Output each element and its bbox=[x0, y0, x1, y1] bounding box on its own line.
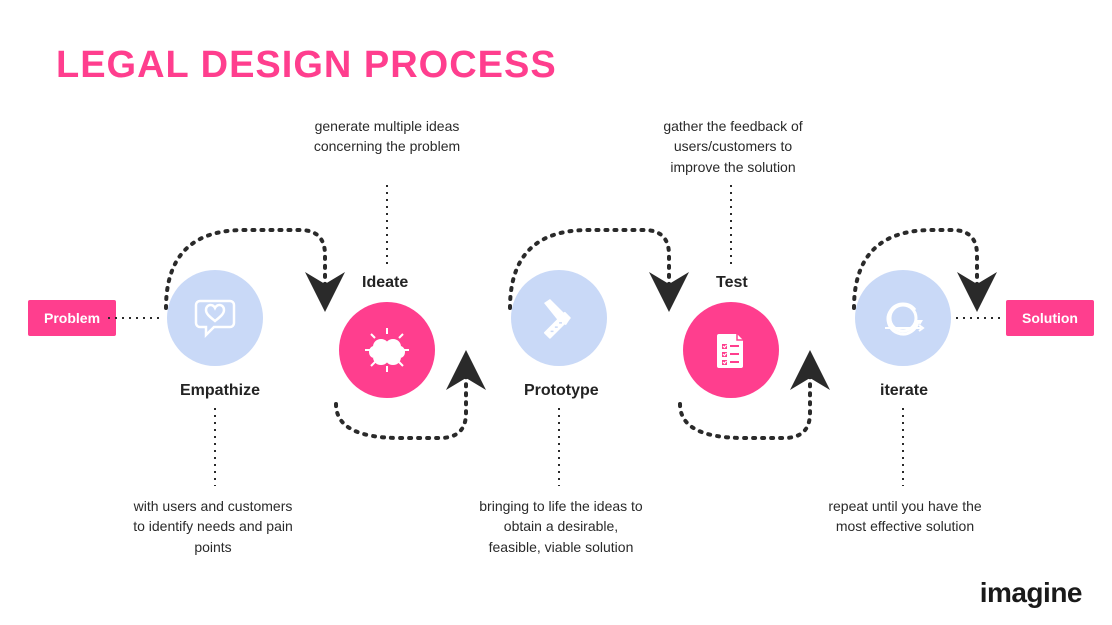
prototype-label: Prototype bbox=[524, 382, 599, 400]
test-desc: gather the feedback of users/customers t… bbox=[648, 116, 818, 177]
empathize-label: Empathize bbox=[180, 382, 260, 400]
ideate-desc: generate multiple ideas concerning the p… bbox=[302, 116, 472, 157]
ideate-label: Ideate bbox=[362, 274, 408, 292]
test-label: Test bbox=[716, 274, 748, 292]
test-circle bbox=[683, 302, 779, 398]
cycle-icon bbox=[875, 290, 931, 346]
empathize-circle bbox=[167, 270, 263, 366]
iterate-circle bbox=[855, 270, 951, 366]
pencil-ruler-icon bbox=[532, 291, 586, 345]
checklist-icon bbox=[707, 326, 755, 374]
iterate-desc: repeat until you have the most effective… bbox=[820, 496, 990, 537]
prototype-desc: bringing to life the ideas to obtain a d… bbox=[476, 496, 646, 557]
prototype-circle bbox=[511, 270, 607, 366]
speech-heart-icon bbox=[190, 293, 240, 343]
brand-logo: imagine bbox=[980, 577, 1082, 609]
empathize-desc: with users and customers to identify nee… bbox=[128, 496, 298, 557]
iterate-label: iterate bbox=[880, 382, 928, 400]
ideate-circle bbox=[339, 302, 435, 398]
brain-icon bbox=[357, 320, 417, 380]
